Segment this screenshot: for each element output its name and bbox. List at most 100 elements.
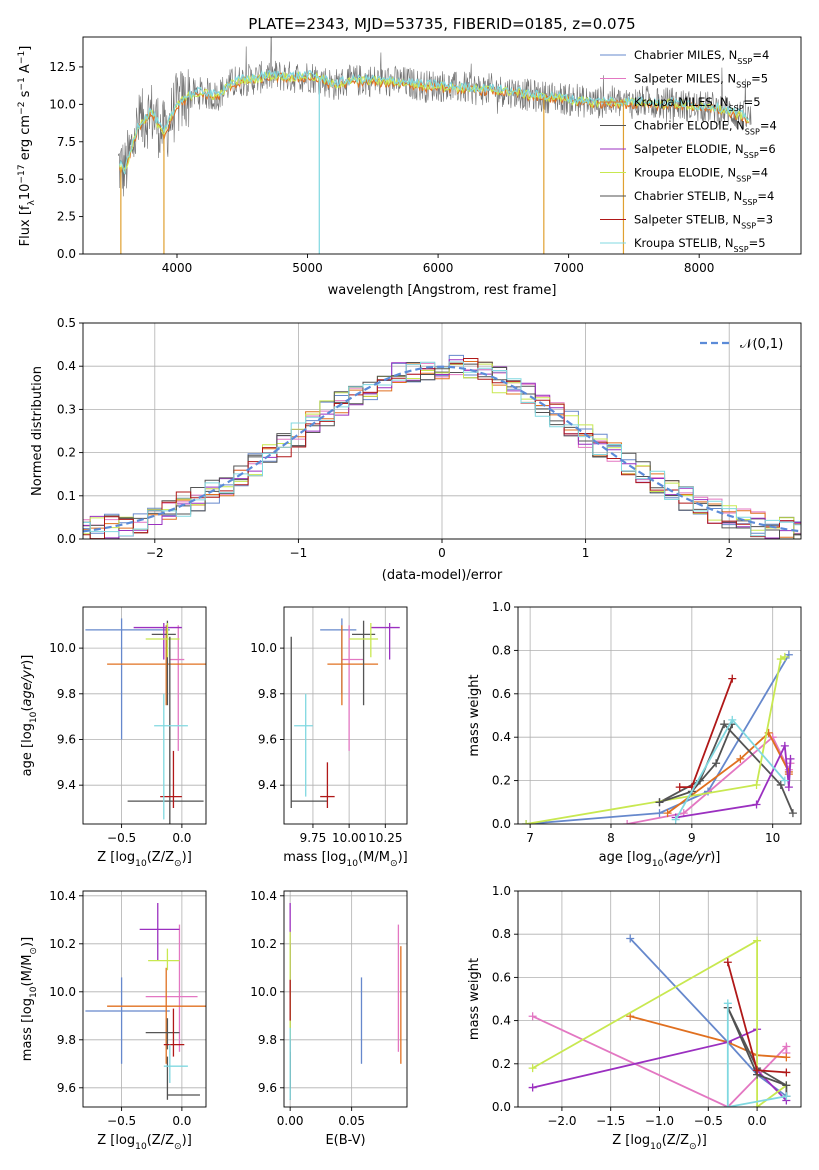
mass-vs-z-ytick-label: 10.4 [49,889,76,903]
age-vs-z-ytick-label: 9.4 [57,778,76,792]
age-vs-z-xlabel: Z [log10(Z/Z⊙)] [97,850,192,869]
mass-vs-z-xlabel: Z [log10(Z/Z⊙)] [97,1133,192,1152]
legend-entry: Salpeter STELIB, NSSP=3 [634,213,773,231]
residuals-xtick-label: −2 [146,546,164,560]
weight-line [532,939,787,1107]
weight-vs-age-plot-area [518,606,801,825]
mass-vs-z-axes: −0.5 0.0 9.6 9.8 10.0 10.2 10.4 Z [log10(Z/Z⊙)]… [20,889,207,1152]
age-vs-mass-xlabel: mass [log10(M/M⊙)] [283,850,407,869]
mass-vs-z-xtick-label: 0.0 [172,1114,191,1128]
weight-marker [776,655,785,664]
mass-vs-z-xtick-label: −0.5 [107,1114,136,1128]
spectrum-marks [117,37,752,254]
age-vs-z-ytick-label: 9.8 [57,687,76,701]
weight-marker [663,809,672,818]
weight-marker [655,798,664,807]
mass-vs-ebv-ytick-label: 10.2 [250,937,277,951]
weight-vs-z-marks [528,934,791,1107]
weight-marker [788,809,797,818]
spectrum-xtick-label: 8000 [684,261,715,275]
weight-vs-z-ytick-label: 0.0 [492,1100,511,1114]
legend-entry: Kroupa STELIB, NSSP=5 [634,236,766,254]
weight-marker [752,800,761,809]
residuals-ytick-label: 0.2 [57,446,76,460]
weight-vs-age-xtick-label: 7 [526,831,534,845]
mass-vs-z-frame [82,890,207,1108]
mass-vs-ebv-plot-area [284,891,407,1107]
mass-vs-ebv-frame [283,890,408,1108]
weight-vs-age-ytick-label: 0.8 [492,643,511,657]
weight-marker [776,780,785,789]
age-vs-mass-ytick-label: 10.0 [250,641,277,655]
weight-marker [753,936,762,945]
weight-line [659,723,734,804]
residuals-ytick-label: 0.1 [57,489,76,503]
weight-marker [528,1012,537,1021]
weight-line [525,656,786,824]
residuals-xtick-label: 0 [438,546,446,560]
age-vs-mass-frame [283,606,408,825]
age-vs-z-xtick-label: 0.0 [172,831,191,845]
mass-vs-ebv-xlabel: E(B-V) [325,1133,365,1148]
weight-marker [784,783,793,792]
weight-marker [528,1083,537,1092]
weight-vs-z-ytick-label: 0.2 [492,1057,511,1071]
spectrum-xtick-label: 7000 [553,261,584,275]
weight-vs-z-ytick-label: 0.6 [492,970,511,984]
residuals-axes: −2 −1 0 1 2 0.0 0.1 0.2 0.3 0.4 0.5 𝒩(0,1) (data-mod… [30,316,802,583]
weight-marker [752,780,761,789]
weight-vs-age-ytick-label: 1.0 [492,600,511,614]
weight-marker [723,1103,732,1107]
mass-vs-ebv-axes: 0.00 0.05 9.6 9.8 10.0 10.2 10.4 E(B-V) [250,889,408,1148]
weight-vs-age-xtick-label: 8 [607,831,615,845]
weight-vs-z-ylabel: mass weight [467,958,482,1040]
age-vs-mass-xtick-label: 10.25 [368,831,402,845]
age-vs-mass-marks [290,618,400,809]
age-vs-mass-axes: 9.75 10.00 10.25 9.4 9.6 9.8 10.0 mass [log10(M… [250,606,408,869]
spectrum-frame [82,36,802,255]
spectrum-ytick-label: 0.0 [57,247,76,261]
mass-vs-ebv-marks [289,903,402,1100]
weight-marker [753,1066,762,1075]
weight-vs-age-axes: 7 8 9 10 0.0 0.2 0.4 0.6 0.8 1.0 age [log10(age/yr… [467,600,802,869]
weight-marker [784,650,793,659]
weight-marker [728,715,737,724]
age-vs-mass-ytick-label: 9.4 [258,778,277,792]
age-vs-z-plot-area [83,607,206,824]
spectrum-model-line [119,69,750,175]
weight-marker [753,1103,762,1107]
weight-vs-age-xtick-label: 10 [765,831,780,845]
weight-marker [623,820,632,824]
weight-marker [675,783,684,792]
weight-marker [782,1081,791,1090]
age-vs-z-ytick-label: 9.6 [57,732,76,746]
mass-vs-z-plot-area [83,891,206,1107]
residuals-xtick-label: 1 [582,546,590,560]
legend-entry: Chabrier STELIB, NSSP=4 [634,189,774,207]
age-vs-z-frame [82,606,207,825]
legend-entry: Salpeter MILES, NSSP=5 [634,72,768,90]
mass-vs-ebv-ytick-label: 9.8 [258,1033,277,1047]
residuals-ytick-label: 0.4 [57,359,76,373]
weight-vs-z-xtick-label: 0.0 [748,1114,767,1128]
legend-entry: Salpeter ELODIE, NSSP=6 [634,142,776,160]
mass-vs-z-ylabel: mass [log10(M/M⊙)] [20,937,39,1061]
weight-marker [782,1092,791,1101]
weight-marker [780,652,789,661]
weight-marker [626,934,635,943]
weight-vs-z-axes: −2.0 −1.5 −1.0 −0.5 0.0 0.0 0.2 0.4 0.6 0.8 1.0 Z [… [467,884,802,1152]
weight-marker [723,958,732,967]
weight-vs-age-ytick-label: 0.4 [492,730,511,744]
weight-marker [528,1064,537,1073]
age-vs-z-xtick-label: −0.5 [107,831,136,845]
weight-line [629,1015,787,1059]
spectrum-ytick-label: 7.5 [57,135,76,149]
mass-vs-ebv-ytick-label: 10.4 [250,889,277,903]
mass-vs-z-marks [85,903,206,1100]
normal-legend-label: 𝒩(0,1) [740,337,783,352]
weight-marker [720,720,729,729]
residuals-marks [83,354,801,539]
weight-marker [655,809,664,818]
weight-marker [736,754,745,763]
weight-vs-z-xtick-label: −2.0 [547,1114,576,1128]
